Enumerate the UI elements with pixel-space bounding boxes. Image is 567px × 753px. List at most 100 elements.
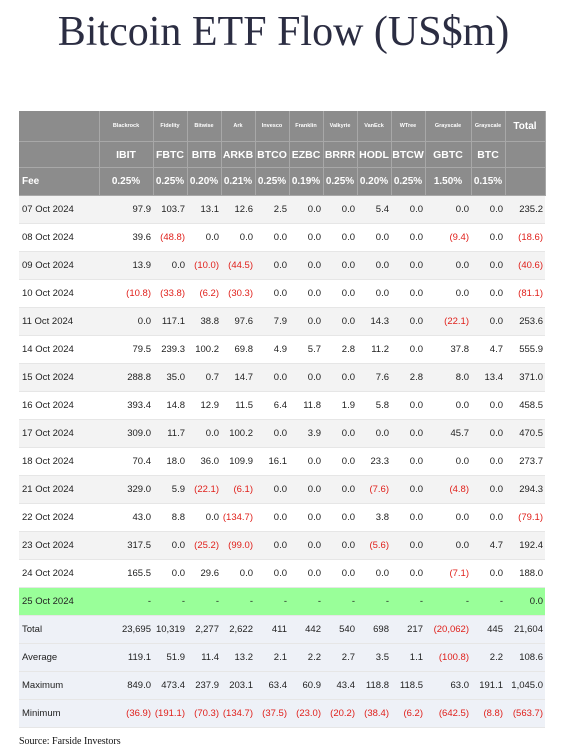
flow-cell: 0.0 xyxy=(323,531,357,560)
flow-cell: 0.0 xyxy=(255,419,289,448)
flow-cell: (48.8) xyxy=(153,223,187,252)
flow-cell: - xyxy=(99,587,153,616)
flow-cell: 6.4 xyxy=(255,391,289,420)
flow-cell: 43.0 xyxy=(99,503,153,532)
flow-cell: 0.0 xyxy=(255,475,289,504)
flow-cell: 0.0 xyxy=(391,251,425,280)
ticker-header: BRRR xyxy=(323,141,358,168)
flow-cell: 0.0 xyxy=(323,223,357,252)
table-row: 24 Oct 2024 165.5 0.0 29.6 0.0 0.0 0.0 0.0 0.0 0.… xyxy=(19,559,545,588)
flow-cell: 0.0 xyxy=(425,251,471,280)
summary-cell: 11.4 xyxy=(187,643,221,672)
summary-cell: 2,622 xyxy=(221,615,255,644)
ticker-header: BTC xyxy=(471,141,506,168)
flow-cell: 0.0 xyxy=(471,223,505,252)
flow-cell: (6.1) xyxy=(221,475,255,504)
flow-cell: 70.4 xyxy=(99,447,153,476)
summary-cell: (134.7) xyxy=(221,699,255,728)
flow-cell: 329.0 xyxy=(99,475,153,504)
flow-cell: 13.1 xyxy=(187,195,221,224)
ticker-header: HODL xyxy=(357,141,392,168)
sponsor-header: Ark xyxy=(221,111,256,142)
flow-cell: 0.0 xyxy=(357,223,391,252)
table-row: 11 Oct 2024 0.0 117.1 38.8 97.6 7.9 0.0 0.0 14.3… xyxy=(19,307,545,336)
fee-cell: 1.50% xyxy=(425,167,472,196)
flow-cell: 0.0 xyxy=(255,279,289,308)
summary-label: Total xyxy=(19,615,99,644)
flow-cell: 0.0 xyxy=(357,419,391,448)
sponsor-header: Grayscale xyxy=(425,111,472,142)
flow-cell: 14.3 xyxy=(357,307,391,336)
flow-cell: 23.3 xyxy=(357,447,391,476)
page-title: Bitcoin ETF Flow (US$m) xyxy=(57,9,510,55)
table-row: 17 Oct 2024 309.0 11.7 0.0 100.2 0.0 3.9 0.0 0.0… xyxy=(19,419,545,448)
flow-cell: (10.8) xyxy=(99,279,153,308)
fee-cell: 0.25% xyxy=(99,167,154,196)
sponsor-header: VanEck xyxy=(357,111,392,142)
summary-cell: 540 xyxy=(323,615,357,644)
row-total: (81.1) xyxy=(505,279,545,308)
flow-cell: - xyxy=(289,587,323,616)
row-date: 08 Oct 2024 xyxy=(19,223,99,252)
table-row: 16 Oct 2024 393.4 14.8 12.9 11.5 6.4 11.8 1.9 5.… xyxy=(19,391,545,420)
summary-cell: 23,695 xyxy=(99,615,153,644)
summary-row: Average 119.1 51.9 11.4 13.2 2.1 2.2 2.7 3.5 1.1(… xyxy=(19,643,545,672)
flow-cell: 0.0 xyxy=(391,531,425,560)
flow-cell: 8.8 xyxy=(153,503,187,532)
sponsor-header: Blackrock xyxy=(99,111,154,142)
flow-cell: 165.5 xyxy=(99,559,153,588)
flow-cell: 0.0 xyxy=(289,251,323,280)
summary-cell: 13.2 xyxy=(221,643,255,672)
row-total: 458.5 xyxy=(505,391,545,420)
flow-cell: 0.0 xyxy=(255,223,289,252)
flow-cell: 0.0 xyxy=(471,307,505,336)
table-row: 08 Oct 2024 39.6 (48.8) 0.0 0.0 0.0 0.0 0.0 0.0 0… xyxy=(19,223,545,252)
flow-cell: 393.4 xyxy=(99,391,153,420)
flow-cell: 97.9 xyxy=(99,195,153,224)
row-date: 25 Oct 2024 xyxy=(19,587,99,616)
flow-cell: 0.0 xyxy=(391,391,425,420)
summary-cell: 237.9 xyxy=(187,671,221,700)
flow-cell: 0.0 xyxy=(221,559,255,588)
summary-cell: 698 xyxy=(357,615,391,644)
summary-cell: 51.9 xyxy=(153,643,187,672)
flow-cell: 0.0 xyxy=(425,195,471,224)
flow-cell: - xyxy=(391,587,425,616)
flow-cell: 13.4 xyxy=(471,363,505,392)
table-row: 10 Oct 2024 (10.8) (33.8) (6.2) (30.3) 0.0 0.0… xyxy=(19,279,545,308)
flow-cell: 4.7 xyxy=(471,531,505,560)
summary-cell: (642.5) xyxy=(425,699,471,728)
flow-cell: 0.0 xyxy=(391,335,425,364)
fee-total-blank xyxy=(505,167,546,196)
flow-cell: (99.0) xyxy=(221,531,255,560)
summary-cell: 2.1 xyxy=(255,643,289,672)
flow-cell: 0.0 xyxy=(323,559,357,588)
row-total: (18.6) xyxy=(505,223,545,252)
flow-cell: 0.0 xyxy=(323,307,357,336)
row-date: 15 Oct 2024 xyxy=(19,363,99,392)
flow-cell: 38.8 xyxy=(187,307,221,336)
header-sponsor-row: Blackrock Fidelity Bitwise Ark Invesco Frankl… xyxy=(19,111,546,142)
flow-cell: 0.0 xyxy=(187,503,221,532)
flow-cell: 11.7 xyxy=(153,419,187,448)
flow-cell: - xyxy=(323,587,357,616)
summary-cell: (37.5) xyxy=(255,699,289,728)
summary-cell: 63.0 xyxy=(425,671,471,700)
flow-cell: 0.0 xyxy=(289,279,323,308)
flow-cell: - xyxy=(255,587,289,616)
flow-cell: 0.0 xyxy=(425,391,471,420)
flow-cell: 0.0 xyxy=(471,559,505,588)
flow-cell: (33.8) xyxy=(153,279,187,308)
summary-cell: 2.2 xyxy=(289,643,323,672)
flow-cell: (44.5) xyxy=(221,251,255,280)
flow-cell: 14.7 xyxy=(221,363,255,392)
flow-cell: 37.8 xyxy=(425,335,471,364)
flow-cell: 8.0 xyxy=(425,363,471,392)
flow-cell: 0.0 xyxy=(425,279,471,308)
summary-label: Maximum xyxy=(19,671,99,700)
row-total: 294.3 xyxy=(505,475,545,504)
flow-cell: 100.2 xyxy=(221,419,255,448)
flow-cell: 0.0 xyxy=(289,223,323,252)
row-date: 11 Oct 2024 xyxy=(19,307,99,336)
flow-cell: 0.0 xyxy=(391,195,425,224)
